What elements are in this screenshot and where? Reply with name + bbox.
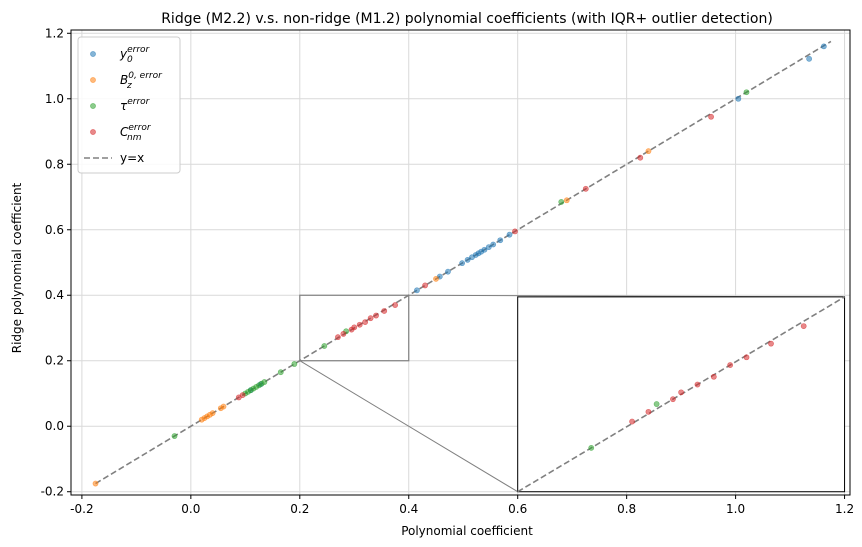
x-tick-label: 0.6 xyxy=(508,502,527,516)
data-point xyxy=(445,268,451,275)
legend-marker xyxy=(90,129,96,135)
x-tick-label: 1.0 xyxy=(726,502,745,516)
legend-label: B0, error z xyxy=(120,71,163,91)
data-point xyxy=(506,231,513,238)
inset-data-point xyxy=(629,418,635,425)
data-point xyxy=(335,334,341,341)
y-tick-label: -0.2 xyxy=(41,485,64,499)
y-tick-label: 0.0 xyxy=(45,419,64,433)
y-tick-label: 1.2 xyxy=(45,26,64,40)
inset-data-point xyxy=(800,323,807,330)
data-point xyxy=(220,403,227,410)
data-point xyxy=(464,256,471,263)
plot-frame xyxy=(70,29,851,496)
data-point xyxy=(261,379,268,385)
legend-label: y=x xyxy=(120,151,144,165)
axes-layer xyxy=(70,29,851,496)
data-point xyxy=(481,246,488,253)
zoom-region-box xyxy=(299,294,410,362)
x-tick-label: 1.2 xyxy=(835,502,854,516)
legend-marker xyxy=(90,77,96,83)
legend-box xyxy=(77,36,181,174)
y-tick-label: 0.2 xyxy=(45,354,64,368)
data-point xyxy=(373,312,379,319)
reference-line-layer xyxy=(95,40,832,485)
data-point xyxy=(582,185,589,192)
data-point xyxy=(291,361,298,367)
inset-data-point xyxy=(768,340,774,347)
inset-layer xyxy=(299,294,846,493)
zoom-connector-line xyxy=(299,360,518,493)
inset-data-point xyxy=(653,401,660,407)
data-point xyxy=(433,275,439,282)
data-point xyxy=(459,260,466,267)
chart-title: Ridge (M2.2) v.s. non-ridge (M1.2) polyn… xyxy=(161,11,773,27)
data-point xyxy=(356,321,363,328)
data-point xyxy=(558,199,565,205)
y-tick-label: 1.0 xyxy=(45,92,64,106)
inset-data-point xyxy=(727,362,734,368)
inset-data-point xyxy=(588,444,595,451)
x-tick-label: 0.8 xyxy=(617,502,636,516)
legend-marker xyxy=(90,103,96,109)
data-point xyxy=(367,315,374,322)
data-point xyxy=(321,343,328,349)
data-point xyxy=(563,197,570,204)
reference-line-y-equals-x xyxy=(95,40,832,485)
legend-label: yerror 0 xyxy=(119,45,151,65)
legend: yerror 0 B0, error z τerror Cerror nm y=x xyxy=(77,36,181,174)
inset-data-point xyxy=(710,373,717,380)
data-point xyxy=(645,148,652,155)
data-point xyxy=(490,241,497,248)
data-point xyxy=(512,228,518,235)
points-layer xyxy=(92,43,827,487)
data-point xyxy=(485,244,492,251)
x-tick-label: 0.2 xyxy=(290,502,309,516)
x-tick-label: 0.4 xyxy=(399,502,418,516)
x-tick-label: 0.0 xyxy=(181,502,200,516)
data-point xyxy=(92,480,99,487)
y-tick-label: 0.4 xyxy=(45,288,64,302)
inset-data-point xyxy=(645,408,652,415)
data-point xyxy=(414,287,420,294)
tick-layer: -0.2 0.0 0.2 0.4 0.6 0.8 1.0 1.2 -0.2 0.0 0.2 0.4 0.… xyxy=(41,26,855,516)
data-point xyxy=(362,319,369,325)
data-point xyxy=(351,324,358,331)
legend-marker xyxy=(90,51,96,57)
y-tick-label: 0.8 xyxy=(45,157,64,171)
data-point xyxy=(340,330,347,337)
inset-data-point xyxy=(743,354,750,361)
data-point xyxy=(806,55,813,62)
data-point xyxy=(735,95,742,102)
inset-data-point xyxy=(678,389,685,396)
data-point xyxy=(422,282,428,289)
inset-data-point xyxy=(694,381,701,388)
data-point xyxy=(743,89,750,96)
data-point xyxy=(171,433,178,439)
x-axis-title: Polynomial coefficient xyxy=(401,524,533,538)
data-point xyxy=(381,308,388,314)
data-point xyxy=(637,154,644,161)
data-point xyxy=(239,392,246,399)
inset-data-point xyxy=(670,396,676,403)
data-point xyxy=(392,302,399,308)
data-point xyxy=(820,43,827,50)
data-point xyxy=(209,410,216,417)
x-tick-label: -0.2 xyxy=(70,502,93,516)
data-point xyxy=(708,113,714,120)
data-point xyxy=(497,237,504,244)
legend-label: τerror xyxy=(120,97,151,113)
data-point xyxy=(277,369,284,376)
legend-label: Cerror nm xyxy=(120,123,152,143)
y-tick-label: 0.6 xyxy=(45,223,64,237)
y-axis-title: Ridge polynomial coefficient xyxy=(10,182,24,353)
